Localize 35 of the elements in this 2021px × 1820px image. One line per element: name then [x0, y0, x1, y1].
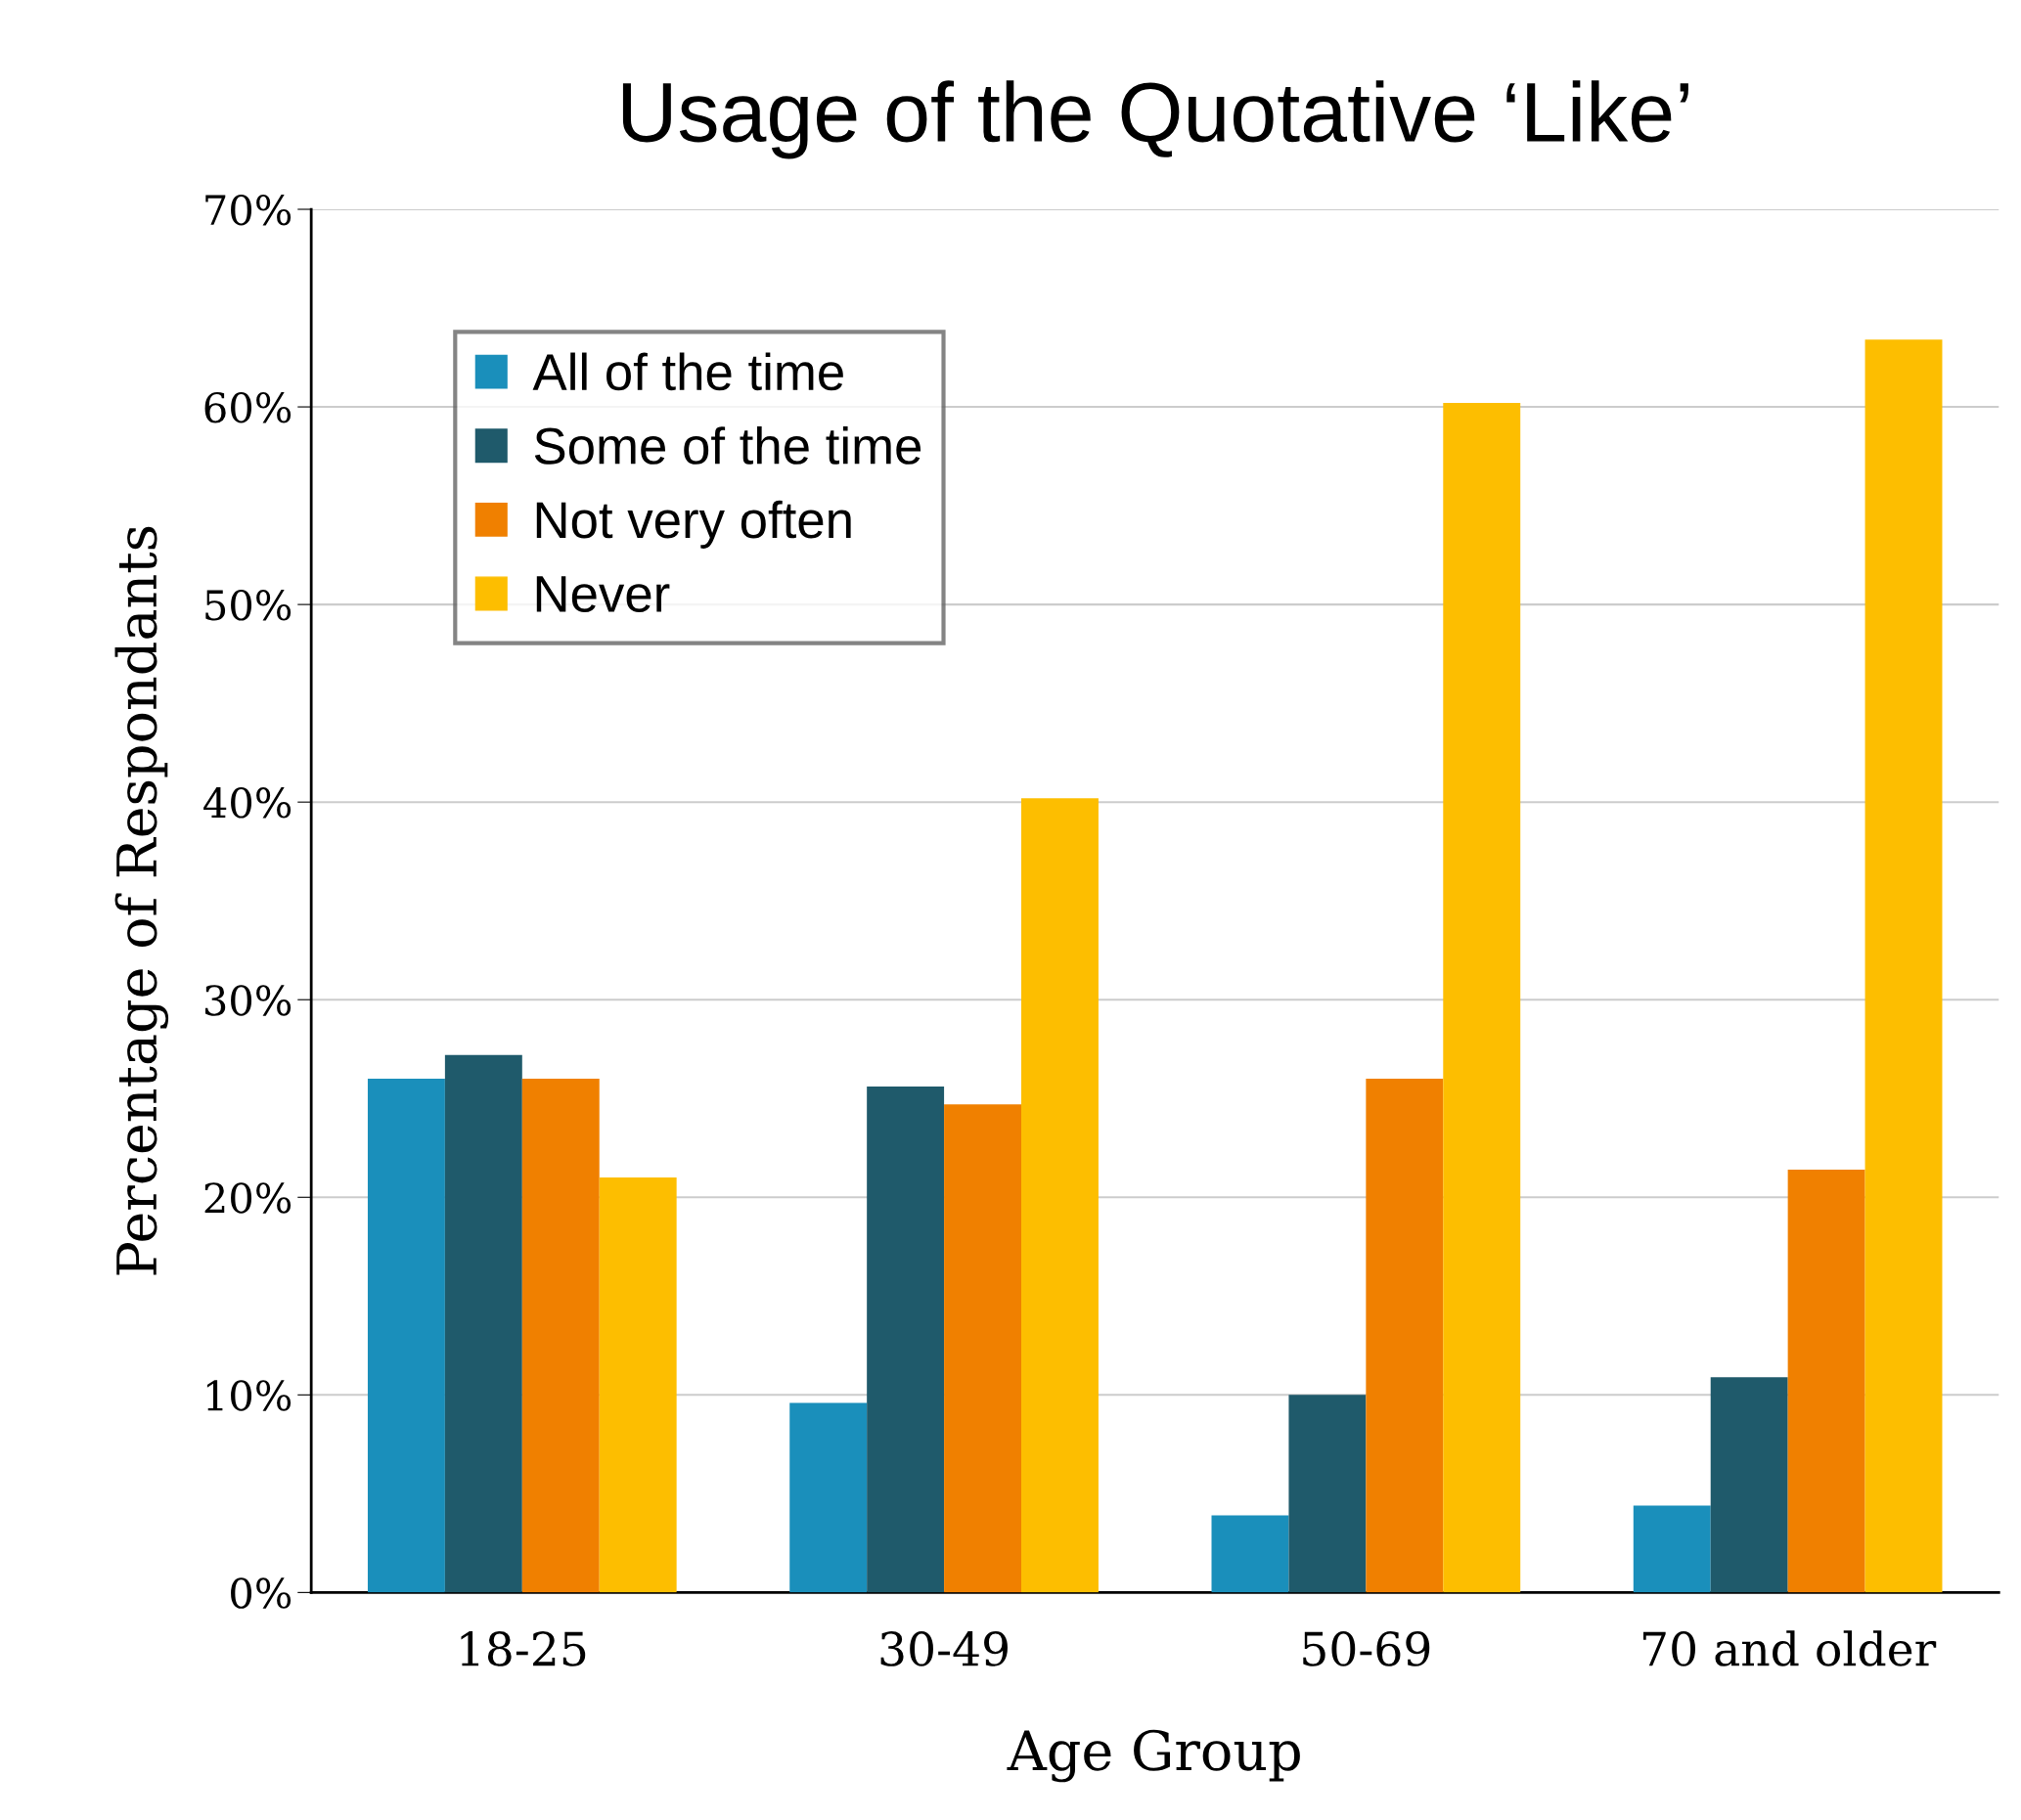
bar — [1864, 339, 1943, 1593]
legend-label: Not very often — [536, 500, 851, 549]
y-tick-label: 60% — [204, 391, 292, 423]
y-tick-label: 50% — [205, 590, 292, 621]
y-tick-label: 70% — [205, 194, 292, 226]
chart-title: Usage of the Quotative ‘Like’ — [622, 80, 1688, 159]
bar — [367, 1079, 445, 1593]
x-tick-label: 18-25 — [461, 1631, 586, 1666]
legend-label: Never — [536, 576, 670, 613]
x-tick-label: 30-49 — [880, 1631, 1008, 1666]
y-tick-label: 0% — [231, 1577, 292, 1609]
bar — [1443, 403, 1521, 1593]
bar — [599, 1177, 677, 1593]
bar — [1366, 1079, 1444, 1593]
legend-label: All of the time — [532, 352, 843, 391]
x-axis-title: Age Group — [1007, 1729, 1300, 1783]
bar — [1787, 1169, 1865, 1593]
bar — [1021, 798, 1099, 1593]
y-tick-label: 30% — [204, 985, 292, 1016]
y-axis-title: Percentage of Respondants — [114, 526, 169, 1275]
bar — [444, 1054, 522, 1593]
bar — [789, 1402, 868, 1593]
y-tick-label: 40% — [203, 787, 292, 819]
y-tick-label: 10% — [206, 1380, 292, 1411]
x-tick-label: 70 and older — [1643, 1630, 1937, 1666]
bar — [1633, 1505, 1711, 1593]
legend-label: Some of the time — [534, 426, 921, 465]
bar — [867, 1087, 945, 1593]
bar — [1710, 1377, 1788, 1593]
bar — [944, 1104, 1021, 1593]
bar — [1211, 1515, 1289, 1593]
y-tick-label: 20% — [204, 1182, 292, 1214]
bar — [1288, 1395, 1367, 1593]
x-tick-label: 50-69 — [1303, 1631, 1430, 1666]
bar — [521, 1079, 600, 1593]
